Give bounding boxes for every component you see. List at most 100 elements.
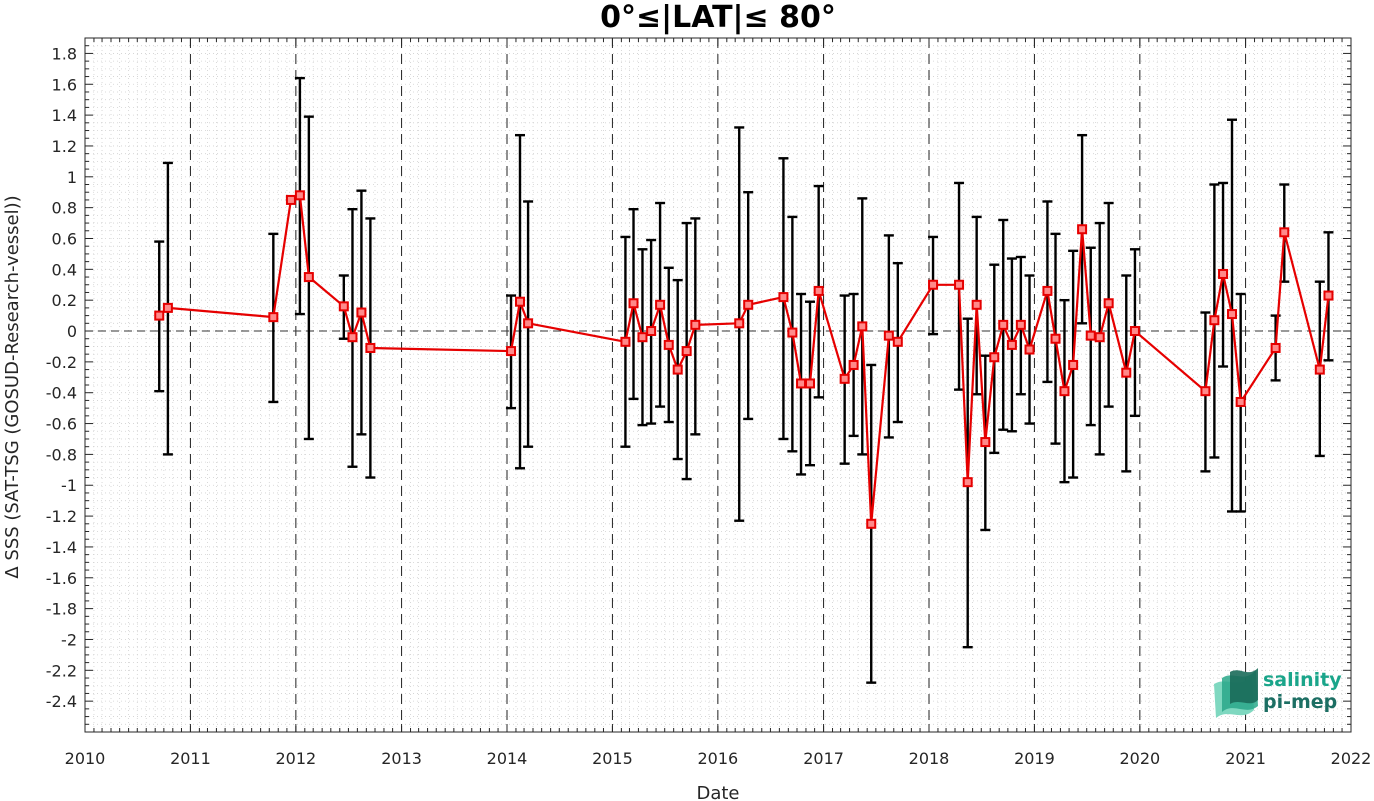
data-point-marker <box>787 327 798 338</box>
data-point-marker <box>1270 342 1281 353</box>
data-point-marker <box>1042 285 1053 296</box>
data-point-marker <box>523 318 534 329</box>
x-tick-label: 2011 <box>170 749 211 768</box>
x-tick-label: 2017 <box>803 749 844 768</box>
y-tick-label: -2 <box>61 630 77 649</box>
data-point-marker <box>1279 227 1290 238</box>
data-point-marker <box>1103 298 1114 309</box>
year-lines <box>189 38 1247 732</box>
y-tick-label: 0.4 <box>52 260 77 279</box>
data-point-marker <box>1218 268 1229 279</box>
data-point-marker <box>883 330 894 341</box>
data-point-marker <box>1050 333 1061 344</box>
data-point-marker <box>1006 339 1017 350</box>
data-point-marker <box>162 302 173 313</box>
chart-title: 0°≤|LAT|≤ 80° <box>600 0 836 35</box>
y-tick-label: -0.6 <box>46 415 77 434</box>
y-tick-label: -0.4 <box>46 384 77 403</box>
y-tick-label: 1.8 <box>52 44 77 63</box>
data-point-marker <box>743 299 754 310</box>
data-point-marker <box>365 342 376 353</box>
x-tick-label: 2013 <box>381 749 422 768</box>
data-point-marker <box>1200 386 1211 397</box>
data-point-marker <box>628 298 639 309</box>
data-point-marker <box>1024 344 1035 355</box>
y-tick-label: -2.2 <box>46 661 77 680</box>
data-point-marker <box>681 346 692 357</box>
y-tick-label: -2.4 <box>46 692 77 711</box>
data-point-marker <box>338 301 349 312</box>
data-point-marker <box>848 359 859 370</box>
x-tick-label: 2015 <box>592 749 633 768</box>
salinity-pi-mep-logo: salinity pi-mep <box>1214 668 1342 718</box>
y-tick-label: -1.8 <box>46 600 77 619</box>
x-tick-label: 2020 <box>1119 749 1160 768</box>
data-point-marker <box>1015 319 1026 330</box>
y-tick-label: -0.2 <box>46 353 77 372</box>
series-line <box>158 194 1330 525</box>
y-tick-label: -1.2 <box>46 507 77 526</box>
y-tick-label: 0 <box>67 322 77 341</box>
x-tick-label: 2014 <box>487 749 528 768</box>
data-point-marker <box>506 346 517 357</box>
data-point-marker <box>1314 364 1325 375</box>
x-tick-label: 2022 <box>1331 749 1372 768</box>
data-point-marker <box>813 285 824 296</box>
y-tick-label: 0.2 <box>52 291 77 310</box>
data-point-marker <box>620 336 631 347</box>
data-point-marker <box>1209 315 1220 326</box>
data-point-marker <box>356 307 367 318</box>
y-tick-label: 0.6 <box>52 229 77 248</box>
x-tick-label: 2016 <box>697 749 738 768</box>
data-point-marker <box>637 332 648 343</box>
data-point-marker <box>954 279 965 290</box>
y-tick-label: 1.4 <box>52 106 77 125</box>
data-point-marker <box>1235 396 1246 407</box>
data-point-marker <box>1129 326 1140 337</box>
data-point-marker <box>857 321 868 332</box>
logo-text-salinity: salinity <box>1263 669 1342 691</box>
data-point-marker <box>998 319 1009 330</box>
y-tick-label: -1 <box>61 476 77 495</box>
data-point-marker <box>839 373 850 384</box>
data-point-marker <box>796 378 807 389</box>
data-point-marker <box>1077 224 1088 235</box>
data-point-marker <box>734 318 745 329</box>
axis-ticks <box>84 37 1352 733</box>
data-point-marker <box>804 378 815 389</box>
x-tick-label: 2010 <box>65 749 106 768</box>
y-tick-label: 1.6 <box>52 75 77 94</box>
data-point-marker <box>989 352 1000 363</box>
data-point-marker <box>514 296 525 307</box>
data-point-marker <box>663 339 674 350</box>
x-tick-labels: 2010 2011 2012 2013 2014 2015 2016 2017 2018 2019… <box>65 749 1372 768</box>
data-point-marker <box>268 312 279 323</box>
x-tick-label: 2012 <box>275 749 316 768</box>
data-point-marker <box>892 336 903 347</box>
x-axis-label: Date <box>696 783 739 801</box>
data-point-marker <box>928 279 939 290</box>
data-point-marker <box>1059 386 1070 397</box>
data-point-marker <box>655 299 666 310</box>
data-point-marker <box>980 437 991 448</box>
y-tick-label: 0.8 <box>52 199 77 218</box>
data-point-marker <box>1094 332 1105 343</box>
data-point-marker <box>778 292 789 303</box>
x-tick-label: 2021 <box>1225 749 1266 768</box>
data-point-marker <box>1121 367 1132 378</box>
data-point-marker <box>154 310 165 321</box>
logo-wave-icon <box>1214 668 1258 718</box>
y-tick-labels: 1.8 1.6 1.4 1.2 1 0.8 0.6 0.4 0.2 0 -0.2 -0.4 -0.6 -0… <box>46 44 77 711</box>
data-point-marker <box>1068 359 1079 370</box>
data-point-marker <box>1323 290 1334 301</box>
data-point-marker <box>672 364 683 375</box>
y-tick-label: 1.2 <box>52 137 77 156</box>
data-point-marker <box>1226 309 1237 320</box>
data-point-marker <box>303 272 314 283</box>
y-tick-label: -1.6 <box>46 569 77 588</box>
y-axis-label: Δ SSS (SAT-TSG (GOSUD-Research-vessel)) <box>2 195 23 578</box>
y-tick-label: 1 <box>67 168 77 187</box>
data-point-marker <box>1085 330 1096 341</box>
data-point-marker <box>294 190 305 201</box>
